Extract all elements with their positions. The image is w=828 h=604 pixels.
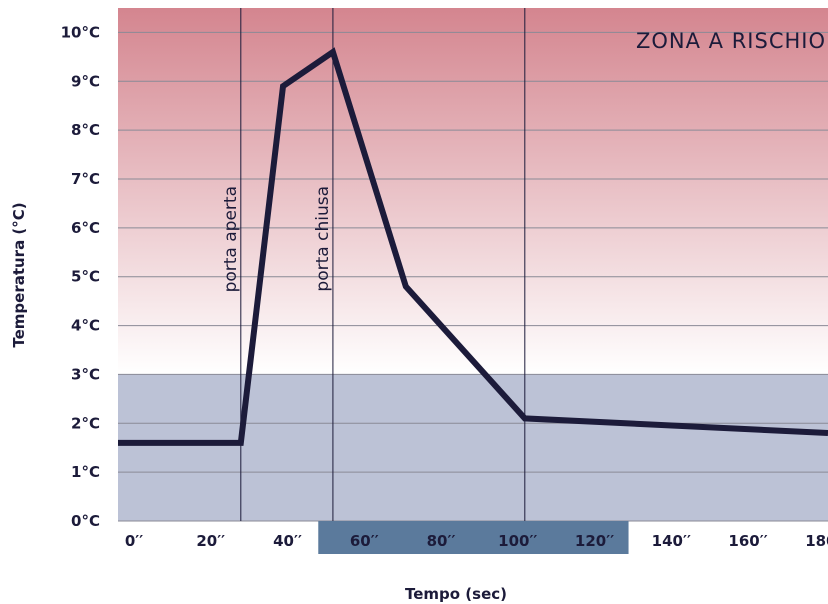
y-tick-label-7: 7°C <box>71 170 100 188</box>
x-tick-label-8: 160′′ <box>728 532 767 550</box>
event-marker-label-1: porta chiusa <box>313 186 333 292</box>
x-tick-label-7: 140′′ <box>652 532 691 550</box>
y-tick-label-9: 9°C <box>71 72 100 90</box>
risk-zone-label: ZONA A RISCHIO <box>636 29 826 53</box>
y-tick-label-2: 2°C <box>71 414 100 432</box>
x-tick-label-0: 0′′ <box>125 532 143 550</box>
x-tick-label-4: 80′′ <box>427 532 456 550</box>
highlight-range <box>318 521 629 554</box>
x-tick-label-6: 120′′ <box>575 532 614 550</box>
y-tick-label-8: 8°C <box>71 121 100 139</box>
y-tick-label-10: 10°C <box>61 23 100 41</box>
y-tick-label-1: 1°C <box>71 463 100 481</box>
safe-zone <box>118 374 828 521</box>
y-axis-label: Temperatura (°C) <box>10 202 28 347</box>
temperature-series-line <box>118 47 828 446</box>
risk-zone <box>118 8 828 375</box>
y-tick-label-0: 0°C <box>71 512 100 530</box>
grid-lines <box>118 31 828 522</box>
y-tick-label-6: 6°C <box>71 219 100 237</box>
y-tick-label-3: 3°C <box>71 365 100 383</box>
x-tick-label-1: 20′′ <box>196 532 225 550</box>
x-axis-label: Tempo (sec) <box>405 585 507 603</box>
x-tick-label-2: 40′′ <box>273 532 302 550</box>
y-axis-ticks: 0°C 1°C 2°C 3°C 4°C 5°C 6°C 7°C 8°C 9°C 10°C <box>61 23 100 530</box>
x-axis-ticks: 0′′ 20′′ 40′′ 60′′ 80′′ 100′′ 120′′ 140′′ 160′′ 1… <box>125 532 828 550</box>
y-tick-label-5: 5°C <box>71 268 100 286</box>
x-tick-label-9: 180′′ <box>805 532 828 550</box>
event-marker-label-0: porta aperta <box>221 186 241 292</box>
y-tick-label-4: 4°C <box>71 317 100 335</box>
x-tick-label-3: 60′′ <box>350 532 379 550</box>
x-tick-label-5: 100′′ <box>498 532 537 550</box>
